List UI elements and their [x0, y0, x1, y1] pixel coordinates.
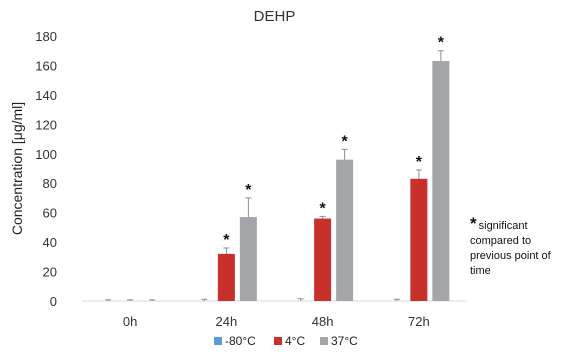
chart-title: DEHP	[254, 8, 296, 25]
bar-37C-72h	[432, 61, 450, 302]
y-tick-label: 100	[35, 147, 57, 162]
bar-37C-24h	[239, 217, 257, 301]
y-tick-label: 180	[35, 29, 57, 44]
y-tick-label: 60	[43, 206, 57, 221]
y-tick-label: 20	[43, 265, 57, 280]
bar-4C-24h	[217, 253, 235, 301]
y-tick-label: 80	[43, 176, 57, 191]
y-axis-label: Concentration [μg/ml]	[9, 102, 25, 235]
significance-star: *	[416, 154, 423, 171]
y-tick-label: 160	[35, 58, 57, 73]
significance-star: *	[223, 232, 230, 249]
legend-swatch	[214, 337, 222, 345]
y-tick-label: 40	[43, 235, 57, 250]
bar-4C-48h	[314, 218, 332, 301]
legend-label: -80°C	[225, 334, 256, 348]
legend-label: 37°C	[331, 334, 358, 348]
y-tick-label: 140	[35, 88, 57, 103]
x-tick-label: 72h	[408, 314, 430, 329]
significance-star: *	[245, 182, 252, 199]
significance-note-star: *	[470, 214, 477, 233]
significance-star: *	[320, 200, 327, 217]
significance-note-text: significant compared to previous point o…	[470, 220, 551, 277]
x-tick-label: 24h	[216, 314, 238, 329]
bar-37C-48h	[336, 159, 354, 301]
legend-label: 4°C	[285, 334, 305, 348]
significance-note: * significant compared to previous point …	[470, 214, 565, 279]
y-tick-label: 120	[35, 117, 57, 132]
significance-star: *	[342, 133, 349, 150]
bar-4C-72h	[410, 178, 428, 301]
significance-star: *	[438, 35, 445, 52]
legend-swatch	[320, 337, 328, 345]
x-tick-label: 48h	[312, 314, 334, 329]
legend-swatch	[274, 337, 282, 345]
x-tick-label: 0h	[123, 314, 137, 329]
y-tick-label: 0	[50, 294, 57, 309]
